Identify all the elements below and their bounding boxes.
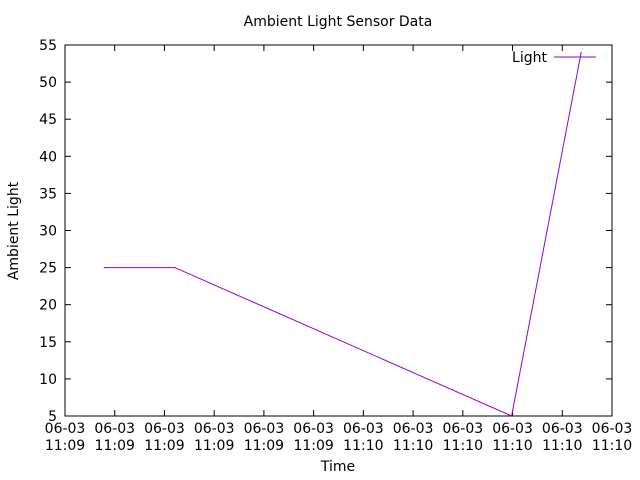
x-tick-label-date: 06-03 xyxy=(194,421,235,437)
y-tick-label: 25 xyxy=(39,261,57,277)
y-tick-label: 30 xyxy=(39,224,57,240)
y-tick-label: 45 xyxy=(39,112,57,128)
x-tick-label-time: 11:09 xyxy=(244,438,284,454)
x-tick-label-time: 11:10 xyxy=(443,438,483,454)
x-tick-label-date: 06-03 xyxy=(442,421,483,437)
y-axis: 5 10 15 20 25 30 35 40 45 50 55 xyxy=(39,38,612,425)
y-tick-label: 40 xyxy=(39,149,57,165)
data-point xyxy=(510,415,513,417)
x-tick-label-date: 06-03 xyxy=(45,421,86,437)
x-tick-label-time: 11:10 xyxy=(542,438,582,454)
x-axis: 06-0311:0906-0311:0906-0311:0906-0311:09… xyxy=(45,45,633,454)
y-tick-label: 15 xyxy=(39,335,57,351)
x-tick-label-time: 11:10 xyxy=(492,438,532,454)
y-tick-label: 35 xyxy=(39,186,57,202)
x-tick-label-date: 06-03 xyxy=(393,421,434,437)
x-tick-label-time: 11:09 xyxy=(144,438,184,454)
y-tick-label: 5 xyxy=(48,409,57,425)
x-tick-label-time: 11:10 xyxy=(393,438,433,454)
x-tick-label-time: 11:09 xyxy=(95,438,135,454)
y-axis-label: Ambient Light xyxy=(6,181,22,280)
series-group xyxy=(103,51,582,417)
x-axis-label: Time xyxy=(320,459,355,475)
x-tick-label-time: 11:10 xyxy=(592,438,632,454)
series-line-light xyxy=(104,52,582,417)
x-tick-label-time: 11:10 xyxy=(343,438,383,454)
x-tick-label-date: 06-03 xyxy=(592,421,633,437)
x-tick-label-date: 06-03 xyxy=(542,421,583,437)
x-tick-label-date: 06-03 xyxy=(244,421,285,437)
x-tick-label-date: 06-03 xyxy=(343,421,384,437)
chart-title: Ambient Light Sensor Data xyxy=(244,14,433,30)
x-tick-label-date: 06-03 xyxy=(144,421,185,437)
y-tick-label: 55 xyxy=(39,38,57,54)
y-tick-label: 10 xyxy=(39,372,57,388)
x-tick-label-time: 11:09 xyxy=(194,438,234,454)
x-tick-label-date: 06-03 xyxy=(94,421,135,437)
x-tick-label-time: 11:09 xyxy=(293,438,333,454)
data-point xyxy=(174,267,176,269)
x-tick-label-date: 06-03 xyxy=(293,421,334,437)
plot-area xyxy=(64,44,613,417)
data-point xyxy=(103,267,105,269)
x-tick-label-date: 06-03 xyxy=(492,421,533,437)
y-tick-label: 50 xyxy=(39,75,57,91)
legend: Light xyxy=(512,50,596,66)
data-point xyxy=(580,51,582,54)
x-tick-label-time: 11:09 xyxy=(45,438,85,454)
y-tick-label: 20 xyxy=(39,298,57,314)
legend-label: Light xyxy=(512,50,547,66)
